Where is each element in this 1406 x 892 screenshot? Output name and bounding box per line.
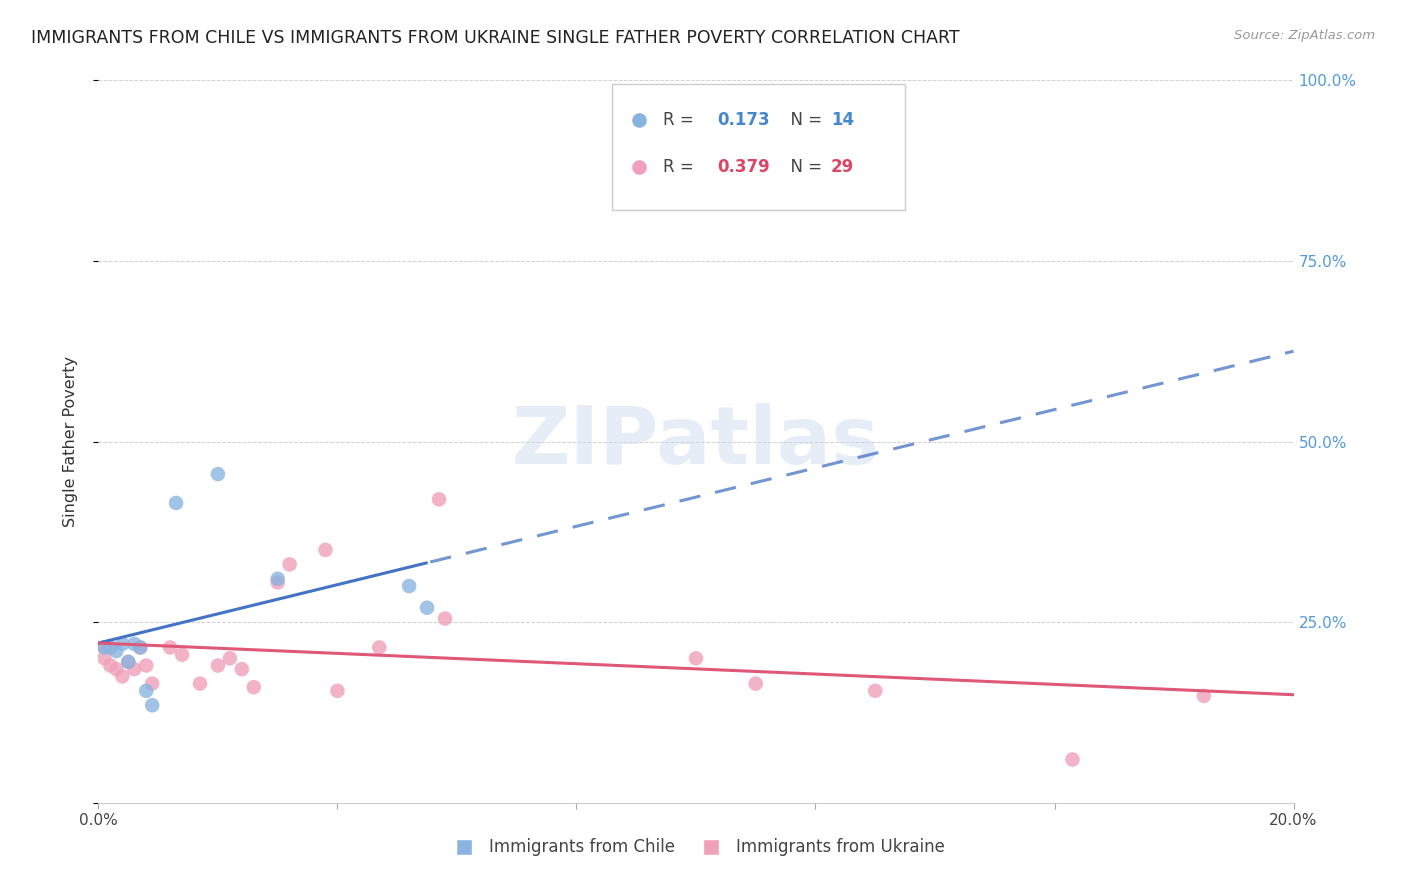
Text: ZIPatlas: ZIPatlas [512, 402, 880, 481]
Point [111, 637, 134, 651]
Point [105, 662, 128, 676]
Point [172, 648, 194, 662]
Point [207, 658, 229, 673]
Point [98, 640, 122, 655]
Point [117, 655, 139, 669]
Point [398, 579, 420, 593]
Point [135, 683, 157, 698]
Text: Source: ZipAtlas.com: Source: ZipAtlas.com [1234, 29, 1375, 42]
Point [165, 496, 187, 510]
Point [416, 600, 439, 615]
Point [159, 640, 181, 655]
Point [105, 644, 128, 658]
Point [278, 558, 301, 572]
Point [188, 676, 211, 690]
Point [1062, 752, 1084, 766]
Point [93, 640, 115, 655]
Point [93, 651, 115, 665]
Point [207, 467, 229, 481]
Legend: Immigrants from Chile, Immigrants from Ukraine: Immigrants from Chile, Immigrants from U… [440, 831, 952, 863]
Point [124, 637, 146, 651]
Text: 0.379: 0.379 [717, 158, 770, 176]
Text: N =: N = [780, 158, 827, 176]
Point [98, 658, 122, 673]
Point [368, 640, 391, 655]
Text: R =: R = [662, 111, 699, 129]
Text: 14: 14 [831, 111, 853, 129]
Point [865, 683, 887, 698]
Y-axis label: Single Father Poverty: Single Father Poverty [63, 356, 77, 527]
Point [326, 683, 349, 698]
Point [427, 492, 450, 507]
Point [93, 640, 115, 655]
FancyBboxPatch shape [613, 84, 905, 211]
Point [117, 655, 139, 669]
Text: IMMIGRANTS FROM CHILE VS IMMIGRANTS FROM UKRAINE SINGLE FATHER POVERTY CORRELATI: IMMIGRANTS FROM CHILE VS IMMIGRANTS FROM… [31, 29, 959, 46]
Text: 29: 29 [831, 158, 855, 176]
Point [124, 662, 146, 676]
Text: N =: N = [780, 111, 827, 129]
Point [129, 640, 152, 655]
Point [434, 611, 457, 625]
Point [745, 676, 768, 690]
Text: R =: R = [662, 158, 699, 176]
Point [243, 680, 266, 694]
Point [1192, 689, 1215, 703]
Point [141, 698, 163, 713]
Point [111, 669, 134, 683]
Point [685, 651, 707, 665]
Point [129, 640, 152, 655]
Point [135, 658, 157, 673]
Point [141, 676, 163, 690]
Point [315, 542, 337, 557]
Point [219, 651, 242, 665]
Point [267, 572, 290, 586]
Point [267, 575, 290, 590]
Text: 0.173: 0.173 [717, 111, 770, 129]
Point [231, 662, 253, 676]
